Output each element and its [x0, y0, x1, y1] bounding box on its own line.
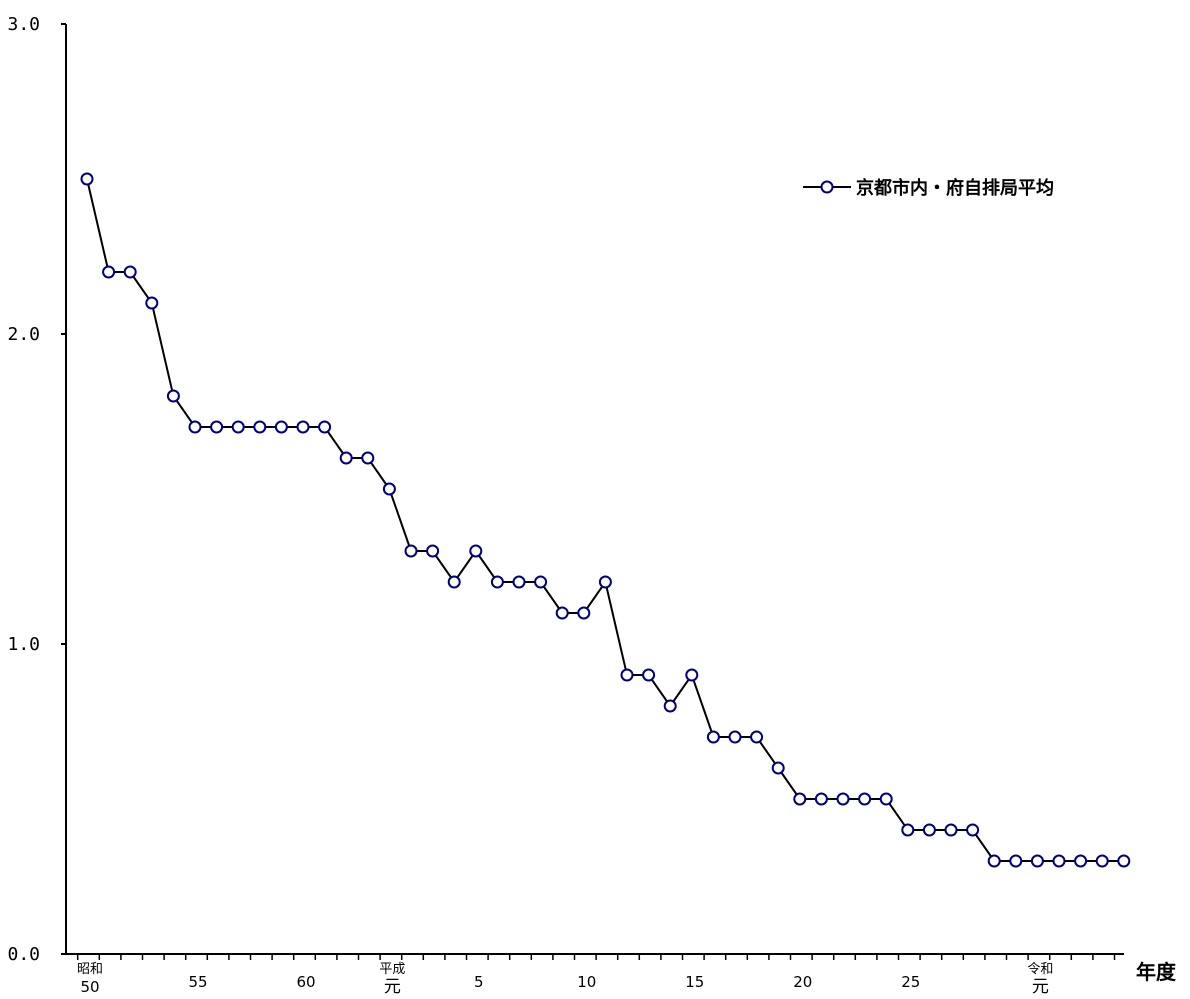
y-tick-label: 0.0 — [7, 944, 40, 965]
data-point — [382, 482, 396, 496]
data-point — [814, 792, 828, 806]
data-point — [318, 420, 332, 434]
data-point — [1030, 854, 1044, 868]
data-point — [188, 420, 202, 434]
data-point — [404, 544, 418, 558]
data-point — [1009, 854, 1023, 868]
x-tick-label: 50 — [80, 978, 99, 996]
data-point — [577, 606, 591, 620]
x-axis-label: 年度 — [1136, 960, 1177, 984]
data-point — [879, 792, 893, 806]
x-tick-label: 元 — [1032, 977, 1049, 997]
data-point — [966, 823, 980, 837]
data-point — [771, 761, 785, 775]
data-point — [685, 668, 699, 682]
data-point — [620, 668, 634, 682]
x-tick-label: 60 — [296, 973, 315, 991]
data-point — [123, 265, 137, 279]
x-tick-era-label: 令和 — [1027, 962, 1053, 977]
data-point — [1074, 854, 1088, 868]
data-point — [663, 699, 677, 713]
data-point — [339, 451, 353, 465]
data-point — [598, 575, 612, 589]
data-point — [642, 668, 656, 682]
data-point — [210, 420, 224, 434]
data-point — [145, 296, 159, 310]
x-tick-label: 15 — [685, 973, 704, 991]
data-point — [728, 730, 742, 744]
y-tick-label: 2.0 — [7, 324, 40, 345]
data-point — [750, 730, 764, 744]
data-point — [858, 792, 872, 806]
x-tick-label: 20 — [793, 973, 812, 991]
data-point — [274, 420, 288, 434]
data-point — [922, 823, 936, 837]
data-point — [253, 420, 267, 434]
x-tick-label: 元 — [384, 977, 401, 997]
data-point — [836, 792, 850, 806]
data-point — [1117, 854, 1131, 868]
data-point — [1095, 854, 1109, 868]
data-point — [166, 389, 180, 403]
data-point — [361, 451, 375, 465]
data-point — [490, 575, 504, 589]
data-point — [296, 420, 310, 434]
data-point — [901, 823, 915, 837]
legend-marker — [820, 180, 834, 194]
x-tick-label: 25 — [901, 973, 920, 991]
data-point — [447, 575, 461, 589]
data-point — [555, 606, 569, 620]
data-point — [102, 265, 116, 279]
data-point — [706, 730, 720, 744]
data-point — [1052, 854, 1066, 868]
x-tick-era-label: 昭和 — [77, 962, 103, 977]
y-axis-ticks: 0.0 1.0 2.0 3.0 — [7, 14, 66, 965]
y-tick-label: 3.0 — [7, 14, 40, 35]
data-point — [426, 544, 440, 558]
legend-label: 京都市内・府自排局平均 — [856, 177, 1054, 199]
series-line — [86, 178, 1124, 862]
data-point — [944, 823, 958, 837]
data-point — [469, 544, 483, 558]
legend: 京都市内・府自排局平均 — [803, 177, 1054, 199]
data-point — [534, 575, 548, 589]
x-tick-label: 55 — [188, 973, 207, 991]
series-group — [80, 172, 1131, 868]
x-tick-label: 5 — [474, 973, 484, 991]
x-tick-label: 10 — [577, 973, 596, 991]
data-point — [793, 792, 807, 806]
data-point — [231, 420, 245, 434]
x-tick-era-label: 平成 — [379, 962, 405, 977]
data-point — [987, 854, 1001, 868]
data-point — [512, 575, 526, 589]
y-tick-label: 1.0 — [7, 634, 40, 655]
axes — [65, 24, 1124, 955]
data-point — [80, 172, 94, 186]
